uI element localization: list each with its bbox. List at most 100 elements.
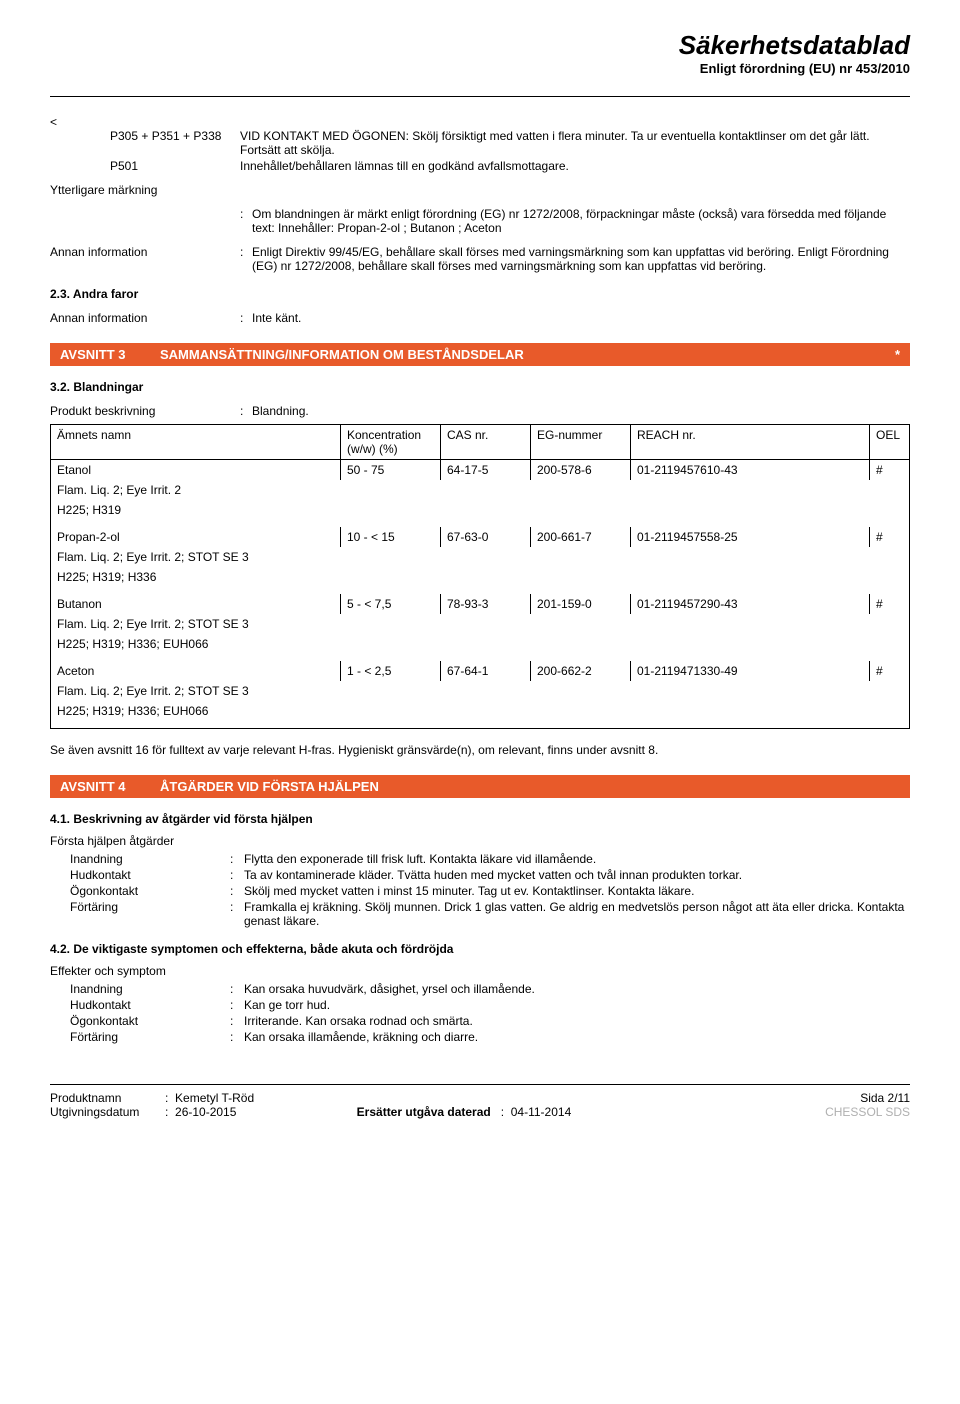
heading-2-3: 2.3. Andra faror: [50, 287, 910, 301]
list-key: Inandning: [50, 852, 170, 866]
section-title: ÅTGÄRDER VID FÖRSTA HJÄLPEN: [160, 779, 900, 794]
p-statements: P305 + P351 + P338 VID KONTAKT MED ÖGONE…: [50, 129, 910, 173]
table-subrow: Flam. Liq. 2; Eye Irrit. 2; STOT SE 3: [51, 681, 910, 701]
annan-info-row: Annan information : Enligt Direktiv 99/4…: [50, 245, 910, 273]
table-subrow: Flam. Liq. 2; Eye Irrit. 2; STOT SE 3: [51, 614, 910, 634]
value: Enligt Direktiv 99/45/EG, behållare skal…: [252, 245, 910, 273]
table-subrow: H225; H319; H336: [51, 567, 910, 594]
p-code: P501: [110, 159, 240, 173]
sds-brand: CHESSOL SDS: [633, 1105, 910, 1119]
effects-heading: Effekter och symptom: [50, 964, 910, 978]
table-row: Aceton1 - < 2,567-64-1200-662-201-211947…: [51, 661, 910, 681]
value: Om blandningen är märkt enligt förordnin…: [252, 207, 910, 235]
page-footer: Produktnamn: Kemetyl T-Röd Utgivningsdat…: [50, 1084, 910, 1119]
doc-title: Säkerhetsdatablad: [50, 30, 910, 61]
colon: :: [230, 982, 244, 996]
header-rule: [50, 96, 910, 97]
list-value: Ta av kontaminerade kläder. Tvätta huden…: [244, 868, 910, 882]
section-bar-4: AVSNITT 4 ÅTGÄRDER VID FÖRSTA HJÄLPEN: [50, 775, 910, 798]
footer-key: Produktnamn: [50, 1091, 165, 1105]
heading-4-2: 4.2. De viktigaste symptomen och effekte…: [50, 942, 910, 956]
colon: :: [230, 884, 244, 898]
annan-info-row-2: Annan information : Inte känt.: [50, 311, 910, 325]
value: Blandning.: [252, 404, 910, 418]
doc-subtitle: Enligt förordning (EU) nr 453/2010: [50, 61, 910, 76]
p-text: Innehållet/behållaren lämnas till en god…: [240, 159, 910, 173]
produkt-beskrivning-row: Produkt beskrivning : Blandning.: [50, 404, 910, 418]
note-section-3: Se även avsnitt 16 för fulltext av varje…: [50, 743, 910, 757]
list-item: Hudkontakt:Kan ge torr hud.: [50, 998, 910, 1012]
section-title: SAMMANSÄTTNING/INFORMATION OM BESTÅNDSDE…: [160, 347, 884, 362]
first-aid-list: Inandning:Flytta den exponerade till fri…: [50, 852, 910, 928]
colon: :: [230, 1014, 244, 1028]
list-key: Förtäring: [50, 1030, 170, 1044]
footer-key: Utgivningsdatum: [50, 1105, 165, 1119]
th-oel: OEL: [870, 425, 910, 460]
list-value: Kan orsaka illamående, kräkning och diar…: [244, 1030, 910, 1044]
list-item: Förtäring:Framkalla ej kräkning. Skölj m…: [50, 900, 910, 928]
list-item: Hudkontakt:Ta av kontaminerade kläder. T…: [50, 868, 910, 882]
document-header: Säkerhetsdatablad Enligt förordning (EU)…: [50, 30, 910, 76]
p-code: P305 + P351 + P338: [110, 129, 240, 157]
heading-4-1: 4.1. Beskrivning av åtgärder vid första …: [50, 812, 910, 826]
list-item: Ögonkontakt:Irriterande. Kan orsaka rodn…: [50, 1014, 910, 1028]
th-name: Ämnets namn: [51, 425, 341, 460]
colon: :: [230, 852, 244, 866]
list-value: Kan orsaka huvudvärk, dåsighet, yrsel oc…: [244, 982, 910, 996]
first-aid-heading: Första hjälpen åtgärder: [50, 834, 910, 848]
colon: :: [240, 245, 252, 273]
footer-val: 26-10-2015: [175, 1105, 236, 1119]
list-key: Förtäring: [50, 900, 170, 928]
list-item: Inandning:Flytta den exponerade till fri…: [50, 852, 910, 866]
list-value: Kan ge torr hud.: [244, 998, 910, 1012]
section-number: AVSNITT 4: [60, 779, 160, 794]
list-key: Inandning: [50, 982, 170, 996]
list-item: Ögonkontakt:Skölj med mycket vatten i mi…: [50, 884, 910, 898]
list-key: Hudkontakt: [50, 998, 170, 1012]
section-number: AVSNITT 3: [60, 347, 160, 362]
th-cas: CAS nr.: [441, 425, 531, 460]
th-reach: REACH nr.: [631, 425, 870, 460]
table-subrow: Flam. Liq. 2; Eye Irrit. 2: [51, 480, 910, 500]
colon: :: [230, 1030, 244, 1044]
table-row: Butanon5 - < 7,578-93-3201-159-001-21194…: [51, 594, 910, 614]
section-star: *: [884, 347, 900, 362]
table-subrow: Flam. Liq. 2; Eye Irrit. 2; STOT SE 3: [51, 547, 910, 567]
label: Produkt beskrivning: [50, 404, 240, 418]
list-value: Irriterande. Kan orsaka rodnad och smärt…: [244, 1014, 910, 1028]
list-item: Inandning:Kan orsaka huvudvärk, dåsighet…: [50, 982, 910, 996]
colon: :: [230, 998, 244, 1012]
colon: :: [230, 900, 244, 928]
value: Inte känt.: [252, 311, 910, 325]
colon: :: [240, 311, 252, 325]
p-text: VID KONTAKT MED ÖGONEN: Skölj försiktigt…: [240, 129, 910, 157]
table-row: Propan-2-ol10 - < 1567-63-0200-661-701-2…: [51, 527, 910, 547]
list-item: Förtäring:Kan orsaka illamående, kräknin…: [50, 1030, 910, 1044]
th-eg: EG-nummer: [531, 425, 631, 460]
table-subrow: H225; H319: [51, 500, 910, 527]
th-conc: Koncentration (w/w) (%): [341, 425, 441, 460]
table-subrow: H225; H319; H336; EUH066: [51, 634, 910, 661]
colon: :: [240, 404, 252, 418]
ytterligare-row: Ytterligare märkning: [50, 183, 910, 197]
list-key: Ögonkontakt: [50, 1014, 170, 1028]
list-value: Flytta den exponerade till frisk luft. K…: [244, 852, 910, 866]
footer-key: Ersätter utgåva daterad: [357, 1105, 491, 1119]
label: Annan information: [50, 311, 240, 325]
label: Ytterligare märkning: [50, 183, 240, 197]
footer-val: 04-11-2014: [511, 1105, 572, 1119]
list-key: Hudkontakt: [50, 868, 170, 882]
heading-3-2: 3.2. Blandningar: [50, 380, 910, 394]
page-number: Sida 2/11: [633, 1091, 910, 1105]
footer-val: Kemetyl T-Röd: [175, 1091, 254, 1105]
colon: :: [230, 868, 244, 882]
effects-list: Inandning:Kan orsaka huvudvärk, dåsighet…: [50, 982, 910, 1044]
list-value: Framkalla ej kräkning. Skölj munnen. Dri…: [244, 900, 910, 928]
list-key: Ögonkontakt: [50, 884, 170, 898]
table-subrow: H225; H319; H336; EUH066: [51, 701, 910, 729]
table-row: Etanol50 - 7564-17-5200-578-601-21194576…: [51, 460, 910, 481]
section-bar-3: AVSNITT 3 SAMMANSÄTTNING/INFORMATION OM …: [50, 343, 910, 366]
composition-table: Ämnets namn Koncentration (w/w) (%) CAS …: [50, 424, 910, 729]
colon: :: [240, 207, 252, 235]
list-value: Skölj med mycket vatten i minst 15 minut…: [244, 884, 910, 898]
